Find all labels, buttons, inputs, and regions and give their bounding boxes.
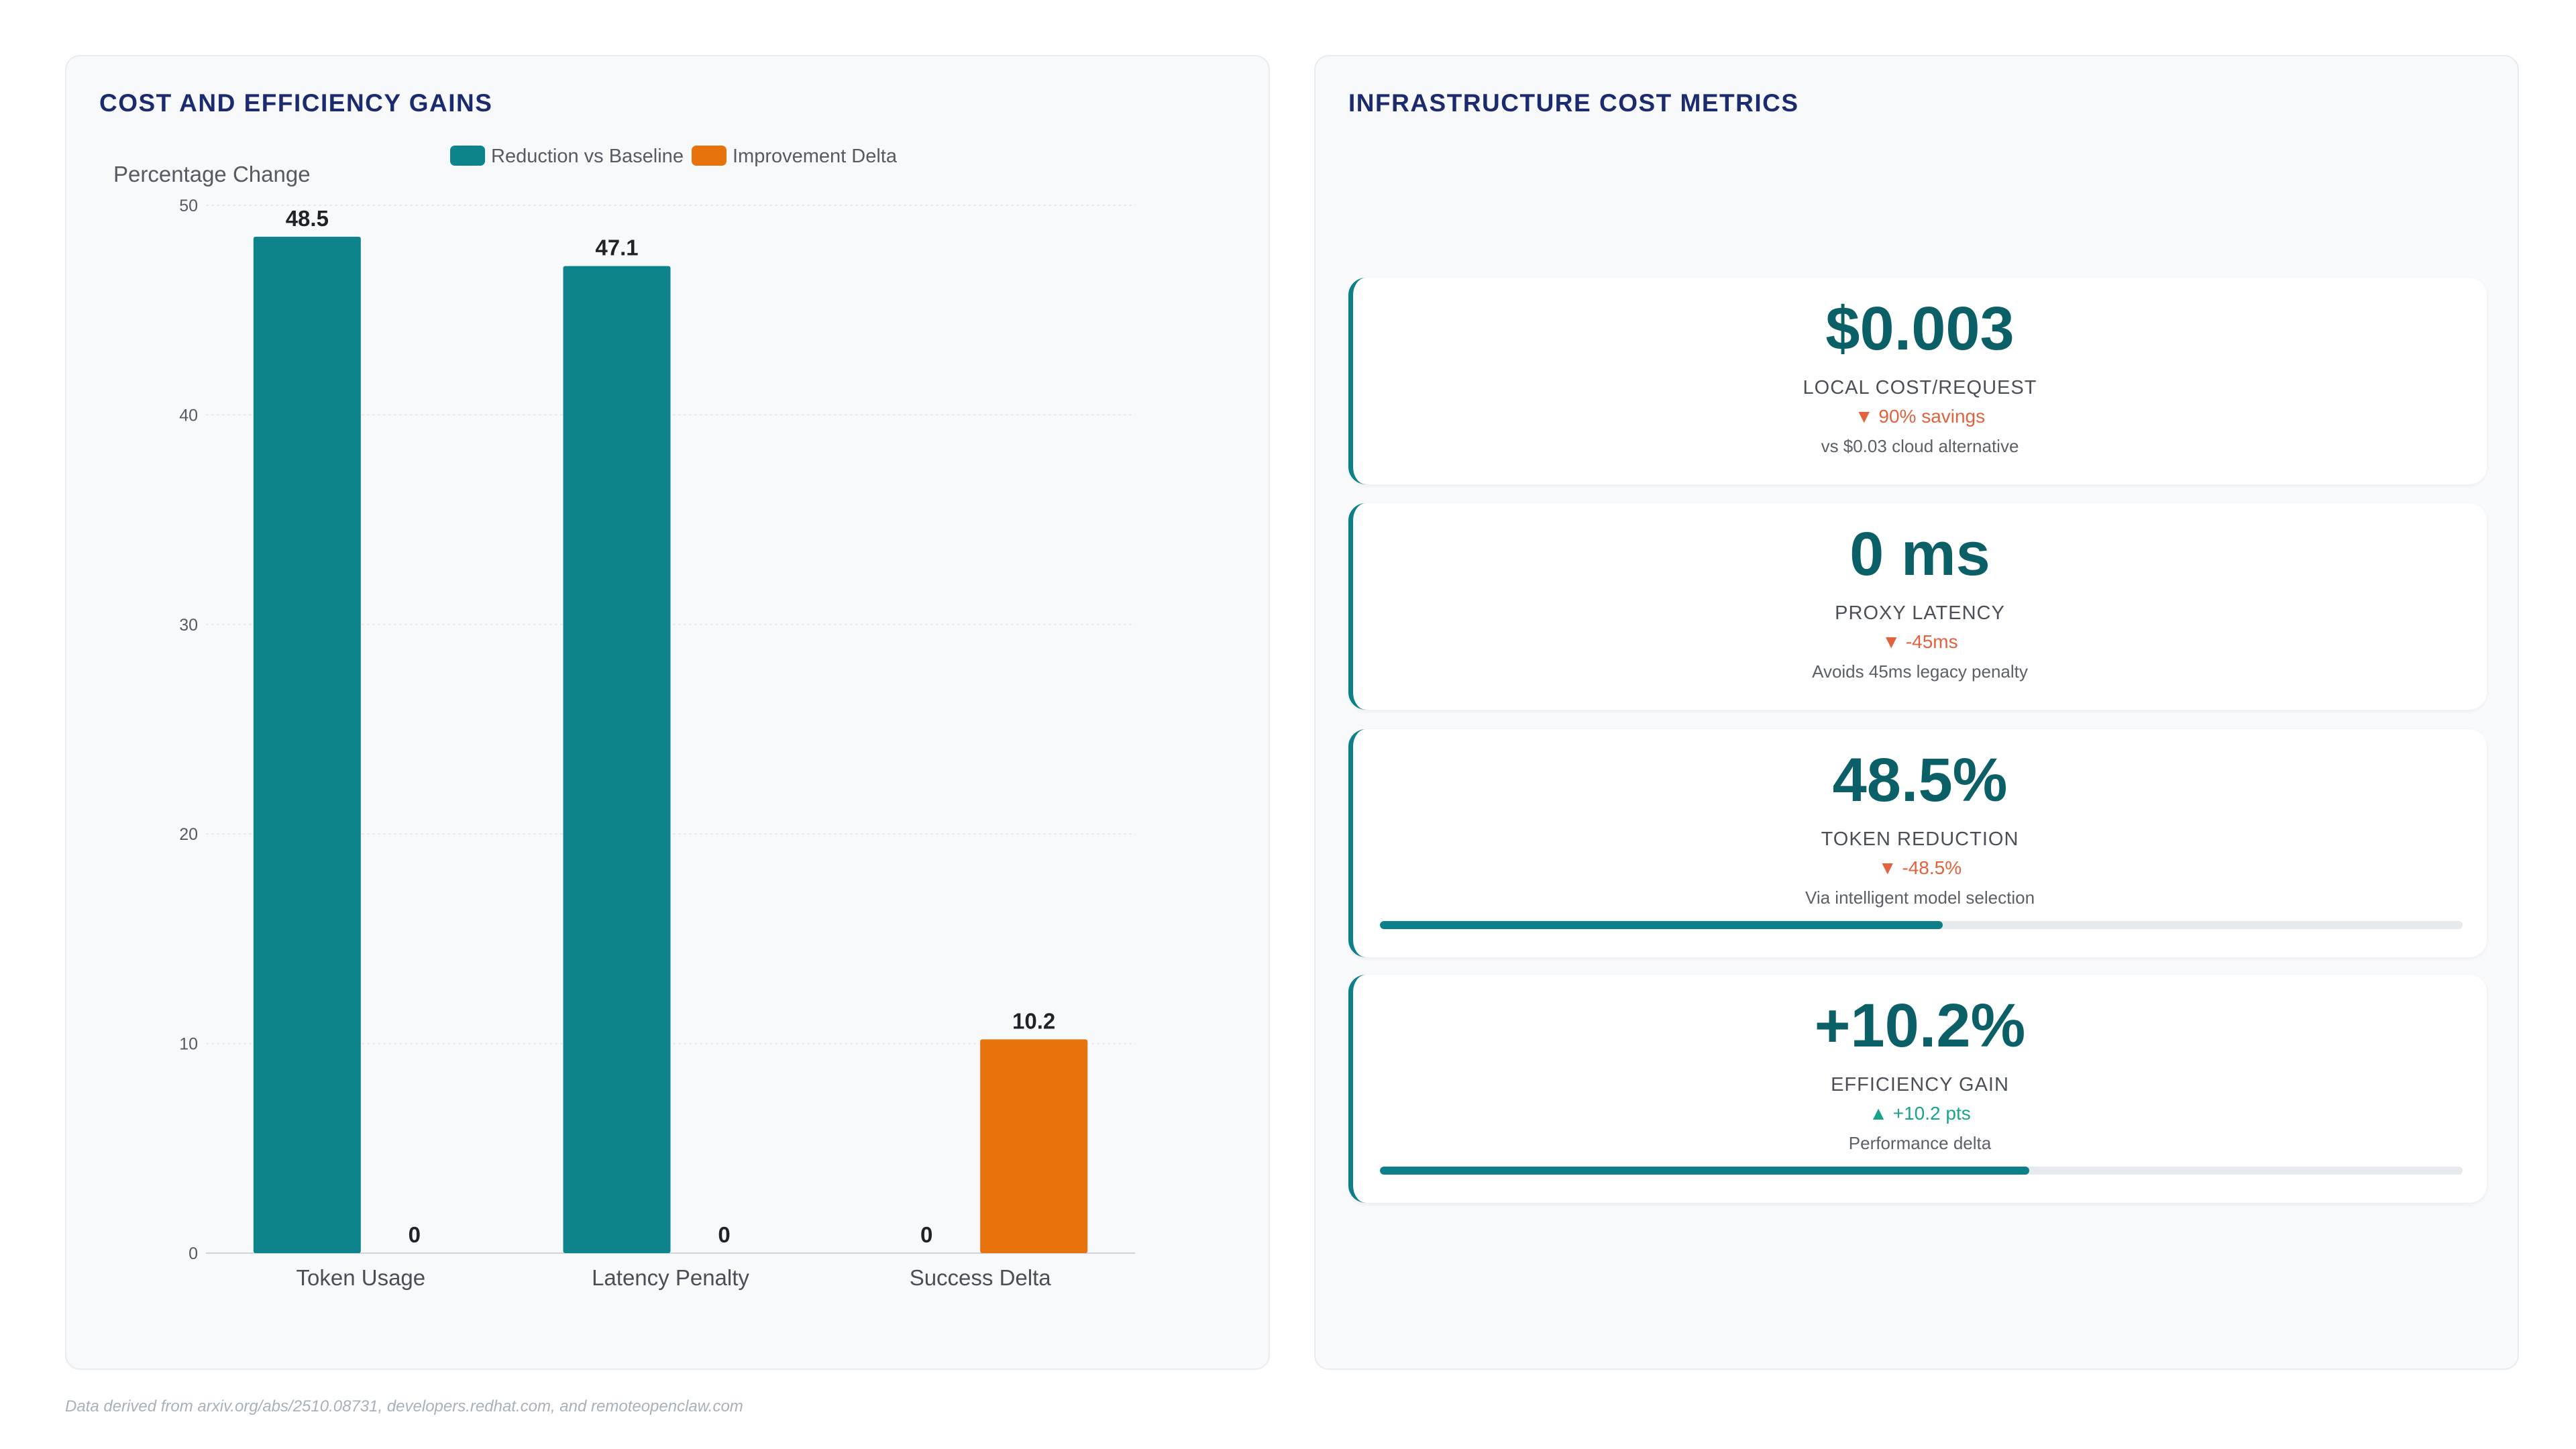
panel-title: INFRASTRUCTURE COST METRICS xyxy=(1348,89,1799,117)
y-tick-label: 10 xyxy=(179,1035,198,1054)
legend-label: Improvement Delta xyxy=(733,146,898,167)
metric-card-latency: 0 ms PROXY LATENCY ▼ -45ms Avoids 45ms l… xyxy=(1348,503,2487,710)
bar-value-label: 48.5 xyxy=(286,206,329,231)
infrastructure-metrics-panel: INFRASTRUCTURE COST METRICS $0.003 LOCAL… xyxy=(1314,55,2519,1370)
y-tick-label: 50 xyxy=(179,197,198,215)
metric-label: TOKEN REDUCTION xyxy=(1821,828,2019,850)
metric-label: EFFICIENCY GAIN xyxy=(1831,1074,2009,1095)
y-tick-label: 0 xyxy=(189,1244,198,1263)
data-source-footnote: Data derived from arxiv.org/abs/2510.087… xyxy=(65,1397,743,1415)
metric-label: PROXY LATENCY xyxy=(1835,602,2005,624)
y-tick-label: 30 xyxy=(179,616,198,635)
bar-value-label: 0 xyxy=(409,1222,421,1247)
bar xyxy=(980,1039,1088,1253)
metric-value: 48.5% xyxy=(1832,746,2008,814)
metric-note: Via intelligent model selection xyxy=(1805,888,2035,908)
x-category-label: Latency Penalty xyxy=(592,1265,749,1290)
metric-card-cost: $0.003 LOCAL COST/REQUEST ▼ 90% savings … xyxy=(1348,278,2487,484)
metric-delta: ▼ 90% savings xyxy=(1854,406,1986,427)
legend-swatch xyxy=(692,146,727,166)
metric-card-token-reduction: 48.5% TOKEN REDUCTION ▼ -48.5% Via intel… xyxy=(1348,729,2487,957)
metric-delta: ▼ -45ms xyxy=(1882,631,1958,652)
bar xyxy=(253,236,361,1253)
metric-value: +10.2% xyxy=(1814,991,2026,1060)
bar-chart: 0 10 20 30 40 50 Percentage Change Reduction vs… xyxy=(113,146,1135,1290)
progress-fill xyxy=(1380,921,1943,929)
bar-value-label: 0 xyxy=(920,1222,932,1247)
x-category-label: Token Usage xyxy=(297,1265,426,1290)
legend-label: Reduction vs Baseline xyxy=(491,146,684,167)
metric-value: 0 ms xyxy=(1849,520,1990,588)
metric-delta: ▼ -48.5% xyxy=(1878,857,1962,878)
bar xyxy=(563,266,671,1254)
metric-card-efficiency-gain: +10.2% EFFICIENCY GAIN ▲ +10.2 pts Perfo… xyxy=(1348,975,2487,1203)
y-tick-label: 40 xyxy=(179,406,198,425)
progress-bar xyxy=(1380,1167,2463,1175)
legend-swatch xyxy=(450,146,485,166)
bar-value-label: 47.1 xyxy=(595,235,638,260)
panel-title: COST AND EFFICIENCY GAINS xyxy=(99,89,493,117)
progress-bar xyxy=(1380,921,2463,929)
metric-note: Performance delta xyxy=(1848,1133,1992,1153)
metric-note: Avoids 45ms legacy penalty xyxy=(1812,661,2028,682)
metric-note: vs $0.03 cloud alternative xyxy=(1821,436,2019,456)
metric-label: LOCAL COST/REQUEST xyxy=(1803,377,2037,398)
metric-value: $0.003 xyxy=(1825,294,2015,363)
bar-value-label: 0 xyxy=(718,1222,730,1247)
bar-value-label: 10.2 xyxy=(1012,1008,1055,1033)
cost-efficiency-panel: COST AND EFFICIENCY GAINS 0 10 20 30 40 50 Per… xyxy=(65,55,1270,1370)
y-axis-title: Percentage Change xyxy=(113,162,311,186)
y-tick-label: 20 xyxy=(179,825,198,844)
x-category-label: Success Delta xyxy=(910,1265,1052,1290)
progress-fill xyxy=(1380,1167,2030,1175)
metric-delta: ▲ +10.2 pts xyxy=(1869,1103,1971,1124)
